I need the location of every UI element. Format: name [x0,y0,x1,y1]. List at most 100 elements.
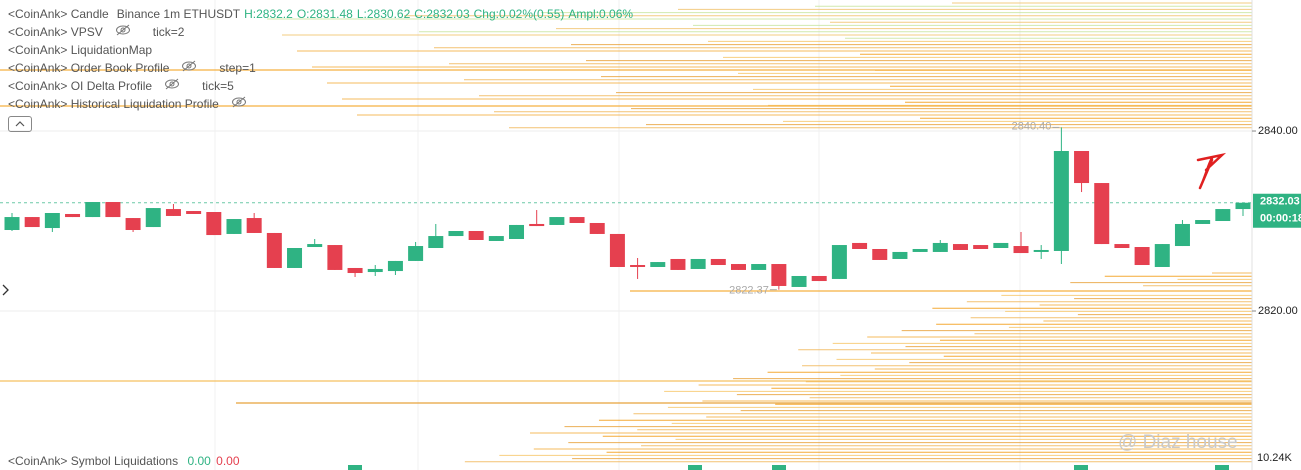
candle-body [367,268,383,273]
liquidation-heatmap [0,2,1252,463]
candle-body [1154,244,1170,267]
watermark: @ Diaz house [1118,432,1238,453]
amplitude: Ampl:0.06% [568,7,634,21]
candle-body [1074,150,1090,184]
ohlc-close: C:2832.03 [414,7,470,21]
candle-body [165,209,181,216]
candle-body [1134,247,1150,266]
candle-body [1174,223,1190,247]
candle-body [468,230,484,240]
indicator-name: <CoinAnk> Order Book Profile [8,61,170,75]
candle-body [872,248,888,260]
indicator-row: <CoinAnk> Order Book Profile step=1 [8,59,633,77]
volume-bar [688,465,702,470]
candle-body [1195,220,1211,224]
symbol: Binance 1m ETHUSDT [116,7,241,21]
candle-body [186,211,202,214]
ohlc-high: H:2832.2 [244,7,293,21]
candle-body [125,218,141,231]
candle-body [609,233,625,267]
candle-body [670,258,686,270]
indicator-setting: tick=2 [152,25,185,39]
candle-body [589,222,605,234]
ohlc-low: L:2830.62 [356,7,411,21]
candle-body [710,258,726,266]
indicator-row: <CoinAnk> LiquidationMap [8,41,633,59]
price-axis [1252,0,1301,470]
header-row: <CoinAnk> Candle Binance 1m ETHUSDT H:28… [8,5,633,23]
indicator-name: <CoinAnk> LiquidationMap [8,43,153,57]
y-tick-label: 2840.00 [1258,125,1298,137]
candle-body [791,275,807,287]
candle-body [85,202,101,218]
candle-body [993,242,1009,249]
candle-body [811,275,827,282]
indicator-row: <CoinAnk> Historical Liquidation Profile [8,95,633,113]
candle-body [488,236,504,241]
candle-body [246,218,262,233]
candle-body [650,262,666,267]
visibility-toggle[interactable] [115,23,131,41]
candle-body [24,217,40,228]
volume-bar [772,465,786,470]
short-liquidations: 0.00 [216,454,240,468]
candle-body [44,212,60,229]
candle-body [831,245,847,279]
indicator-list: <CoinAnk> VPSV tick=2 <CoinAnk> Liquidatio… [8,23,633,113]
candle-body [65,213,81,218]
candle-body [1114,244,1130,249]
indicator-name: <CoinAnk> Historical Liquidation Profile [8,97,219,111]
volume-axis-label: 10.24K [1257,452,1293,464]
candle-body [387,260,403,272]
candle-body [751,264,767,270]
price-annotation: 2840.40 [1012,120,1052,132]
candle-body [4,217,20,231]
long-liquidations: 0.00 [187,454,211,468]
candle-body [952,244,968,250]
candle-body [771,264,787,286]
indicator-name: <CoinAnk> OI Delta Profile [8,79,153,93]
last-price-tag [1253,193,1301,228]
candle-body [973,245,989,249]
candle-body [509,224,525,240]
visibility-toggle[interactable] [231,95,247,113]
candle-body [630,265,646,267]
volume-bar [1074,465,1088,470]
candle-body [1235,202,1251,210]
candle-body [730,264,746,270]
legend: <CoinAnk> Candle Binance 1m ETHUSDT H:28… [8,5,633,132]
indicator-row: <CoinAnk> VPSV tick=2 [8,23,633,41]
visibility-toggle[interactable] [181,59,197,77]
candle-body [690,258,706,269]
candle-body [307,244,323,248]
change: Chg:0.02%(0.55) [473,7,565,21]
candle-body [206,212,222,236]
candle-body [1215,209,1231,222]
candle-body [1053,150,1069,251]
candle-body [105,202,121,218]
candle-body [1094,183,1110,245]
candle-body [226,219,242,234]
candle-body [932,242,948,252]
visibility-toggle[interactable] [164,77,180,95]
volume-bar [348,465,362,470]
candle-body [287,248,303,268]
indicator-setting: step=1 [219,61,256,75]
expand-arrow [2,284,9,296]
candle-body [347,267,363,274]
indicator-name: <CoinAnk> Candle [8,7,109,21]
candle-body [569,217,585,223]
candle-body [327,245,343,270]
ohlc-open: O:2831.48 [296,7,353,21]
candle-body [1033,249,1049,252]
candle-body [448,230,464,237]
collapse-button[interactable] [8,116,32,132]
y-tick-label: 2820.00 [1258,305,1298,317]
indicator-setting: tick=5 [202,79,234,93]
candle-body [529,223,545,227]
candle-body [408,246,424,261]
candle-body [892,251,908,259]
candle-body [852,242,868,249]
